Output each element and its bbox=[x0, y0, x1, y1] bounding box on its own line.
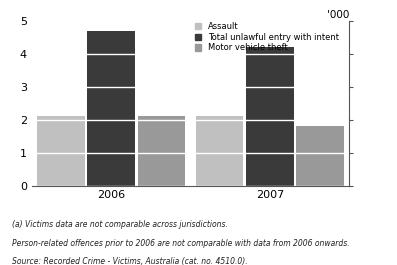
Bar bbox=[297, 126, 344, 186]
Bar bbox=[196, 117, 243, 186]
Bar bbox=[87, 31, 135, 185]
Bar bbox=[138, 117, 185, 186]
Bar bbox=[37, 117, 85, 186]
Text: Person-related offences prior to 2006 are not comparable with data from 2006 onw: Person-related offences prior to 2006 ar… bbox=[12, 238, 349, 248]
Text: (a) Victims data are not comparable across jurisdictions.: (a) Victims data are not comparable acro… bbox=[12, 220, 228, 229]
Text: '000: '000 bbox=[327, 10, 349, 20]
Text: Source: Recorded Crime - Victims, Australia (cat. no. 4510.0).: Source: Recorded Crime - Victims, Austra… bbox=[12, 257, 248, 265]
Bar bbox=[246, 47, 294, 185]
Legend: Assault, Total unlawful entry with intent, Motor vehicle theft: Assault, Total unlawful entry with inten… bbox=[195, 22, 339, 52]
